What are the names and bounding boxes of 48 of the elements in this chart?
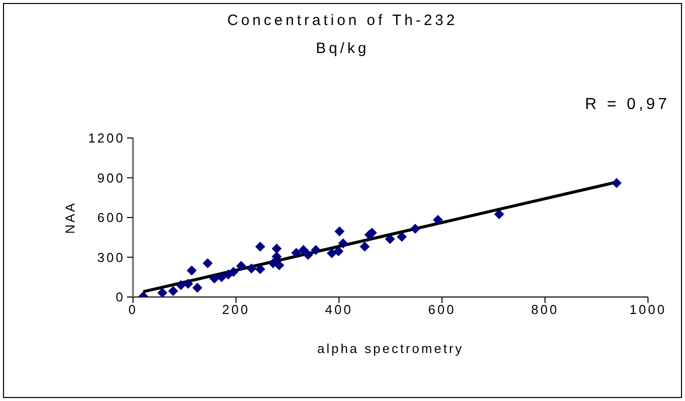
- point: [209, 273, 220, 284]
- point: [274, 260, 284, 270]
- point: [384, 234, 395, 244]
- point: [338, 238, 348, 248]
- point: [236, 260, 246, 271]
- point: [246, 264, 256, 274]
- point: [192, 282, 202, 293]
- chart-title: Concentration of Th-232: [226, 12, 459, 29]
- point: [176, 280, 186, 290]
- point: [494, 209, 504, 220]
- point: [228, 266, 238, 277]
- x-axis-title: alpha spectrometry: [317, 341, 464, 356]
- text: R = 0,97: [585, 96, 670, 114]
- x-tick-label: 200: [222, 302, 250, 318]
- point: [186, 266, 197, 276]
- point: [157, 288, 168, 297]
- y-tick-label: 900: [97, 170, 125, 186]
- point: [334, 226, 345, 236]
- point: [396, 232, 407, 242]
- x-tick-label: 800: [531, 302, 559, 318]
- point: [432, 214, 443, 225]
- x-tick-label: 1000: [630, 302, 666, 318]
- point: [333, 246, 344, 256]
- point: [255, 242, 266, 252]
- point: [310, 244, 321, 255]
- point: [612, 178, 622, 188]
- point: [360, 242, 370, 252]
- point: [183, 278, 194, 289]
- x-tick-label: 600: [428, 302, 456, 318]
- point: [216, 272, 227, 282]
- y-axis-title: NAA: [62, 201, 78, 234]
- point: [303, 250, 314, 260]
- y-tick-label: 600: [97, 210, 125, 226]
- chart-subtitle: Bq/kg: [314, 40, 370, 57]
- point: [410, 224, 420, 234]
- y-tick-label: 1200: [88, 130, 125, 146]
- point: [298, 244, 308, 255]
- point: [202, 258, 213, 268]
- point: [326, 248, 337, 258]
- x-tick-label: 0: [128, 302, 138, 318]
- y-tick-label: 0: [116, 290, 125, 305]
- point: [168, 286, 178, 296]
- y-tick-label: 300: [97, 250, 125, 265]
- point: [272, 252, 282, 262]
- point: [291, 248, 302, 258]
- x-tick-label: 400: [325, 302, 353, 318]
- point: [272, 244, 282, 254]
- point: [255, 264, 266, 274]
